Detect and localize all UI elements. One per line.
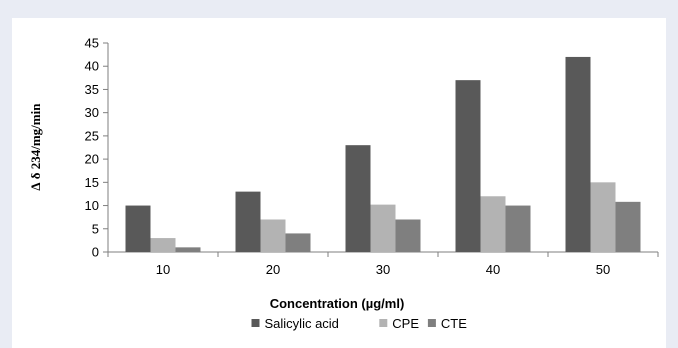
bar xyxy=(590,182,616,252)
bar xyxy=(125,205,151,252)
x-tick-label: 30 xyxy=(376,262,390,277)
bar xyxy=(615,201,641,252)
legend-label: Salicylic acid xyxy=(265,316,339,331)
legend-swatch xyxy=(427,319,436,327)
bar xyxy=(260,219,286,252)
y-tick-label: 0 xyxy=(92,245,99,260)
y-tick-label: 5 xyxy=(92,221,99,236)
bar xyxy=(565,56,591,252)
y-tick-label: 10 xyxy=(85,198,99,213)
y-tick-label: 25 xyxy=(85,128,99,143)
x-tick-label: 50 xyxy=(596,262,610,277)
y-tick-label: 45 xyxy=(85,36,99,51)
legend-swatch xyxy=(251,319,260,327)
y-tick-label: 40 xyxy=(85,59,99,74)
x-tick-label: 10 xyxy=(156,262,170,277)
bar xyxy=(505,205,531,252)
y-tick-label: 20 xyxy=(85,152,99,167)
bar xyxy=(150,238,176,252)
legend: Salicylic acid CPE CTE xyxy=(251,316,467,331)
y-tick-label: 35 xyxy=(85,82,99,97)
x-axis-label: Concentration (µg/ml) xyxy=(270,296,405,311)
y-axis-label: ∆ δ 234/mg/min xyxy=(28,103,43,191)
bars xyxy=(125,56,641,253)
legend-label: CTE xyxy=(441,316,467,331)
bar xyxy=(285,233,311,252)
bar xyxy=(455,80,481,253)
legend-label: CPE xyxy=(392,316,419,331)
y-axis: 0 5 10 15 20 25 30 35 40 45 xyxy=(85,36,109,260)
chart-frame: 0 5 10 15 20 25 30 35 40 45 10 20 30 40 50 ∆ δ 234/mg… xyxy=(12,18,666,348)
x-axis: 10 20 30 40 50 xyxy=(107,251,659,277)
bar xyxy=(480,196,506,252)
bar xyxy=(345,145,371,252)
bar-chart: 0 5 10 15 20 25 30 35 40 45 10 20 30 40 50 ∆ δ 234/mg… xyxy=(28,36,659,331)
y-tick-label: 30 xyxy=(85,105,99,120)
x-tick-label: 40 xyxy=(486,262,500,277)
x-tick-label: 20 xyxy=(266,262,280,277)
y-tick-label: 15 xyxy=(85,175,99,190)
bar xyxy=(395,219,421,252)
bar xyxy=(370,204,396,252)
bar xyxy=(235,191,261,252)
legend-swatch xyxy=(379,319,388,327)
bar xyxy=(175,247,201,252)
